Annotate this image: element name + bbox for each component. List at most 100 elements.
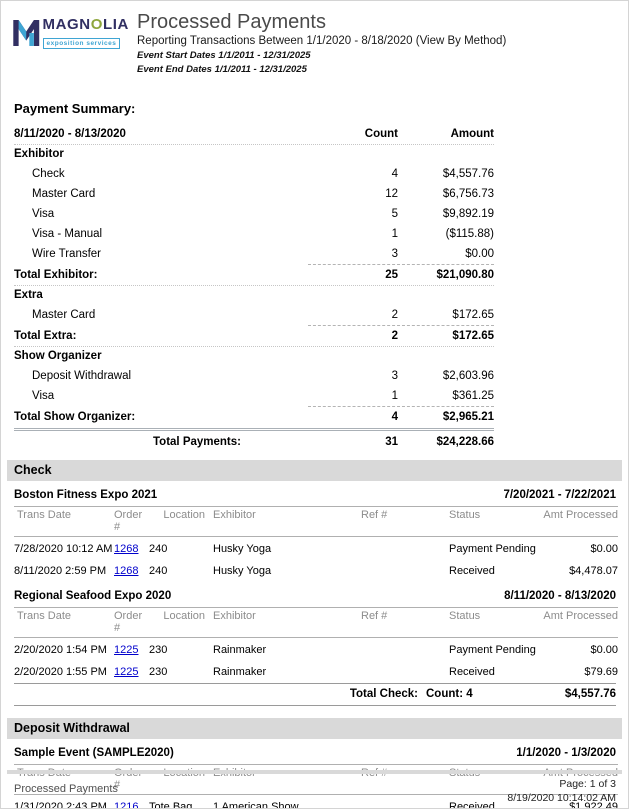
- transaction-row: 7/28/2020 10:12 AM 1268 240 Husky Yoga P…: [14, 537, 618, 559]
- exhibitor: Husky Yoga: [213, 543, 272, 555]
- page-footer: Processed Payments Page: 1 of 3 8/19/202…: [1, 770, 628, 805]
- summary-row: Master Card 12 $6,756.73: [14, 184, 494, 204]
- method-count: 4: [391, 168, 398, 180]
- group-total-label: Total Exhibitor:: [14, 269, 98, 281]
- logo-text: MAGNOLIA exposition services: [42, 16, 129, 50]
- section-total-count: Count: 4: [426, 688, 473, 701]
- location: 230: [149, 643, 168, 656]
- group-total-amount: $172.65: [452, 330, 494, 342]
- group-total-count: 4: [391, 411, 398, 423]
- brand-o: O: [90, 16, 104, 33]
- location: 240: [149, 543, 168, 555]
- exhibitor: 1 American Show Management Association: [213, 801, 299, 809]
- group-name-show-organizer: Show Organizer: [14, 350, 102, 362]
- summary-row: Visa - Manual 1 ($115.88): [14, 224, 494, 244]
- footer-divider-bar: [7, 770, 622, 774]
- group-total-count: 2: [391, 330, 398, 342]
- group-name-extra: Extra: [14, 289, 43, 301]
- payment-summary-heading: Payment Summary:: [14, 101, 136, 116]
- col-location: Location: [163, 609, 205, 622]
- group-total-row: Total Show Organizer: 4 $2,965.21: [14, 407, 494, 427]
- col-ref: Ref #: [361, 509, 388, 521]
- order-number-link[interactable]: 1225: [114, 643, 139, 656]
- event-dates: 8/11/2020 - 8/13/2020: [504, 589, 616, 602]
- group-name-exhibitor: Exhibitor: [14, 148, 64, 160]
- amt-processed: $0.00: [590, 543, 618, 555]
- event-name: Boston Fitness Expo 2021: [14, 489, 158, 501]
- method-count: 12: [385, 188, 398, 200]
- col-order: Order #: [114, 509, 143, 533]
- trans-date: 7/28/2020 10:12 AM: [14, 543, 113, 555]
- event-end-dates: Event End Dates 1/1/2011 - 12/31/2025: [137, 64, 307, 75]
- col-location: Location: [163, 509, 205, 521]
- method-amount: $9,892.19: [442, 208, 494, 220]
- grand-total-label: Total Payments:: [153, 436, 241, 448]
- order-number-link[interactable]: 1268: [114, 565, 139, 578]
- method-label: Deposit Withdrawal: [32, 370, 132, 382]
- section-total-label: Total Check:: [349, 688, 418, 701]
- amt-processed: $1,922.49: [569, 801, 618, 809]
- grand-total-count: 31: [385, 436, 398, 448]
- exhibitor: Rainmaker: [213, 643, 267, 656]
- section-total-amount: $4,557.76: [564, 688, 616, 701]
- transaction-row: 8/11/2020 2:59 PM 1268 240 Husky Yoga Re…: [14, 559, 618, 581]
- order-number-link[interactable]: 1216: [114, 801, 139, 809]
- status: Received: [449, 665, 495, 678]
- transactions-table: Trans Date Order # Location Exhibitor Re…: [14, 606, 618, 683]
- grand-total-row: Total Payments: 31 $24,228.66: [14, 432, 494, 452]
- event-header: Boston Fitness Expo 2021 7/20/2021 - 7/2…: [14, 481, 616, 506]
- group-total-label: Total Show Organizer:: [14, 411, 136, 423]
- exhibitor: Husky Yoga: [213, 565, 272, 578]
- brand-pre: MAGN: [42, 16, 91, 33]
- method-count: 2: [391, 309, 398, 321]
- method-label: Visa - Manual: [32, 228, 103, 240]
- col-ref: Ref #: [361, 609, 388, 622]
- summary-row: Visa 5 $9,892.19: [14, 204, 494, 224]
- col-order: Order #: [114, 609, 143, 634]
- method-count: 1: [391, 228, 398, 240]
- method-count: 1: [391, 390, 398, 402]
- location: Tote Bag Stuffing: [149, 801, 193, 809]
- divider: [14, 346, 494, 347]
- method-label: Visa: [32, 208, 55, 220]
- method-label: Visa: [32, 390, 55, 402]
- event-header: Sample Event (SAMPLE2020) 1/1/2020 - 1/3…: [14, 739, 616, 764]
- status: Payment Pending: [449, 643, 536, 656]
- divider: [14, 285, 494, 286]
- summary-row: Wire Transfer 3 $0.00: [14, 244, 494, 264]
- transactions-table: Trans Date Order # Location Exhibitor Re…: [14, 506, 618, 582]
- event-header: Regional Seafood Expo 2020 8/11/2020 - 8…: [14, 582, 616, 607]
- brand-post: LIA: [103, 16, 129, 33]
- status: Payment Pending: [449, 543, 536, 555]
- event-dates: 1/1/2020 - 1/3/2020: [516, 747, 616, 760]
- group-total-label: Total Extra:: [14, 330, 77, 342]
- method-count: 3: [391, 248, 398, 260]
- count-column-header: Count: [364, 128, 398, 140]
- col-amt-processed: Amt Processed: [543, 609, 618, 622]
- col-exhibitor: Exhibitor: [213, 609, 256, 622]
- section-total-row: Total Check: Count: 4 $4,557.76: [14, 683, 616, 707]
- divider: [14, 264, 494, 265]
- method-label: Wire Transfer: [32, 248, 102, 260]
- group-total-amount: $21,090.80: [436, 269, 494, 281]
- double-divider: [14, 428, 494, 431]
- event-dates: 7/20/2021 - 7/22/2021: [503, 489, 616, 501]
- footer-print-timestamp: 8/19/2020 10:14:02 AM: [507, 792, 616, 804]
- status: Received: [449, 801, 495, 809]
- amt-processed: $0.00: [590, 643, 618, 656]
- amt-processed: $4,478.07: [569, 565, 618, 578]
- section-banner-deposit-withdrawal: Deposit Withdrawal: [7, 718, 622, 740]
- method-count: 3: [391, 370, 398, 382]
- section-banner-check: Check: [7, 460, 622, 481]
- grand-total-amount: $24,228.66: [436, 436, 494, 448]
- order-number-link[interactable]: 1268: [114, 543, 139, 555]
- amt-processed: $79.69: [584, 665, 618, 678]
- col-exhibitor: Exhibitor: [213, 509, 256, 521]
- col-status: Status: [449, 609, 481, 622]
- method-amount: $6,756.73: [442, 188, 494, 200]
- footer-page-number: Page: 1 of 3: [559, 778, 616, 790]
- order-number-link[interactable]: 1225: [114, 665, 139, 678]
- method-count: 5: [391, 208, 398, 220]
- trans-date: 2/20/2020 1:54 PM: [14, 643, 107, 656]
